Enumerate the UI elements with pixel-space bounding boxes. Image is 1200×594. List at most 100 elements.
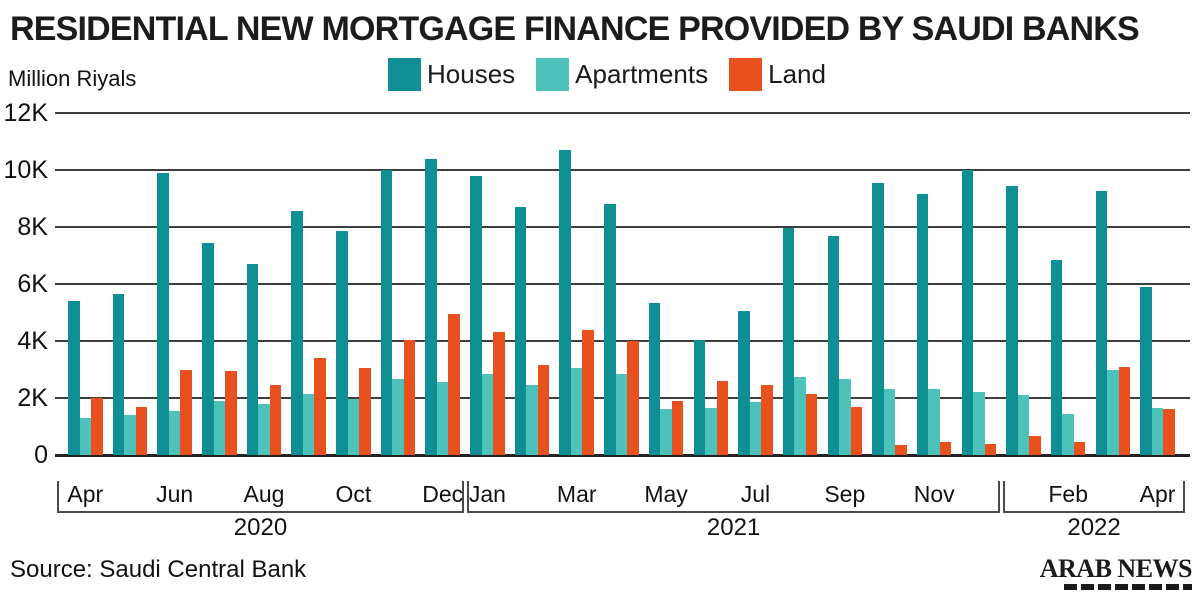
- bar-group-feb-2022: [1050, 259, 1086, 455]
- bar-apartments: [883, 389, 896, 455]
- bar-houses: [648, 302, 661, 455]
- arabnews-logo-arabic-line: [1064, 584, 1192, 590]
- x-axis-month-label: Apr: [67, 481, 104, 507]
- legend-label: Houses: [427, 59, 516, 89]
- y-axis-tick-label: 0: [34, 441, 48, 469]
- bar-land: [1118, 366, 1131, 455]
- bar-apartments: [347, 399, 360, 455]
- y-axis-tick-label: 4K: [17, 327, 48, 355]
- bar-houses: [1050, 259, 1063, 455]
- bar-group-sep-2020: [291, 211, 326, 455]
- y-axis-tick-label: 2K: [17, 384, 48, 412]
- bar-land: [627, 341, 639, 455]
- bar-land: [91, 398, 103, 455]
- bar-land: [761, 385, 773, 455]
- bar-land: [805, 393, 818, 455]
- bar-group-mar-2021: [559, 150, 594, 455]
- legend-swatch-houses: [388, 58, 421, 91]
- bar-apartments: [213, 400, 226, 455]
- bar-apartments: [973, 392, 985, 455]
- bar-group-jul-2020: [202, 242, 237, 455]
- chart-title: RESIDENTIAL NEW MORTGAGE FINANCE PROVIDE…: [10, 10, 1140, 48]
- bar-houses: [291, 211, 303, 455]
- x-axis-month-label: Dec: [422, 481, 464, 507]
- chart-legend: Houses Apartments Land: [388, 58, 826, 91]
- bar-houses: [559, 150, 571, 455]
- y-axis-unit-label: Million Riyals: [8, 66, 137, 91]
- legend-item-houses: Houses: [388, 58, 515, 91]
- bar-land: [984, 443, 997, 455]
- bar-apartments: [928, 389, 940, 455]
- bar-houses: [738, 311, 750, 455]
- x-axis-month-label: Jan: [468, 481, 506, 507]
- bar-group-apr-2020: [68, 301, 103, 455]
- arabnews-logo: ARAB NEWS: [1039, 554, 1193, 590]
- bar-houses: [1140, 286, 1152, 455]
- bar-houses: [514, 207, 527, 455]
- x-axis-month-label: Aug: [243, 481, 285, 507]
- x-axis-month-label: Nov: [913, 481, 955, 507]
- year-bracket: [467, 511, 1001, 513]
- year-bracket: [1003, 511, 1185, 513]
- bar-land: [1029, 436, 1041, 455]
- year-bracket-tick: [467, 481, 470, 513]
- bar-houses: [1095, 191, 1108, 455]
- bar-houses: [916, 194, 929, 455]
- bar-group-aug-2020: [246, 264, 282, 455]
- bar-land: [314, 358, 326, 455]
- plot-area: [55, 112, 1190, 457]
- gridline-8K: [55, 226, 1190, 228]
- bar-houses: [112, 293, 125, 455]
- bar-houses: [470, 175, 482, 455]
- bar-land: [225, 370, 237, 455]
- legend-item-apartments: Apartments: [536, 58, 708, 91]
- arabnews-logo-text: ARAB NEWS: [1039, 554, 1193, 583]
- bar-land: [493, 332, 505, 455]
- year-bracket: [57, 511, 464, 513]
- gridline-10K: [55, 169, 1190, 171]
- bar-group-jun-2021: [693, 339, 729, 455]
- bar-apartments: [124, 415, 136, 455]
- year-label: 2021: [706, 514, 761, 541]
- bar-land: [1163, 409, 1175, 455]
- legend-swatch-apartments: [536, 58, 570, 91]
- y-axis-tick-label: 12K: [3, 99, 48, 127]
- legend-item-land: Land: [729, 58, 826, 91]
- bar-group-aug-2021: [782, 228, 818, 455]
- bar-group-mar-2022: [1095, 191, 1131, 455]
- year-bracket-tick: [1182, 481, 1185, 513]
- bar-land: [537, 365, 550, 455]
- bar-group-jan-2022: [1006, 185, 1041, 455]
- year-bracket-tick: [1003, 481, 1006, 513]
- bar-land: [359, 368, 371, 455]
- bar-houses: [157, 172, 169, 455]
- bar-group-dec-2020: [425, 158, 460, 455]
- bar-apartments: [570, 368, 583, 455]
- bar-apartments: [258, 403, 270, 455]
- bar-group-may-2020: [112, 293, 148, 455]
- bar-apartments: [1062, 413, 1074, 455]
- bar-houses: [380, 170, 393, 455]
- bar-houses: [782, 228, 795, 455]
- bar-apartments: [839, 379, 851, 455]
- x-axis-month-label: Apr: [1139, 481, 1176, 507]
- bar-group-dec-2021: [961, 170, 997, 455]
- bar-land: [135, 406, 148, 455]
- year-bracket-tick: [57, 481, 59, 513]
- bar-apartments: [1107, 369, 1119, 455]
- bar-group-may-2021: [648, 302, 684, 455]
- bar-apartments: [526, 385, 538, 455]
- bar-apartments: [794, 376, 806, 455]
- bar-houses: [827, 235, 840, 455]
- year-bracket-tick: [461, 481, 464, 513]
- bar-apartments: [392, 379, 404, 455]
- bar-group-oct-2020: [336, 231, 371, 455]
- bar-group-apr-2021: [604, 204, 639, 455]
- x-axis-month-label: Sep: [824, 481, 866, 507]
- bar-group-feb-2021: [514, 207, 550, 455]
- bar-houses: [872, 182, 884, 455]
- bar-houses: [961, 170, 974, 455]
- bar-group-jun-2020: [157, 172, 192, 455]
- x-axis-month-label: Jun: [156, 481, 194, 507]
